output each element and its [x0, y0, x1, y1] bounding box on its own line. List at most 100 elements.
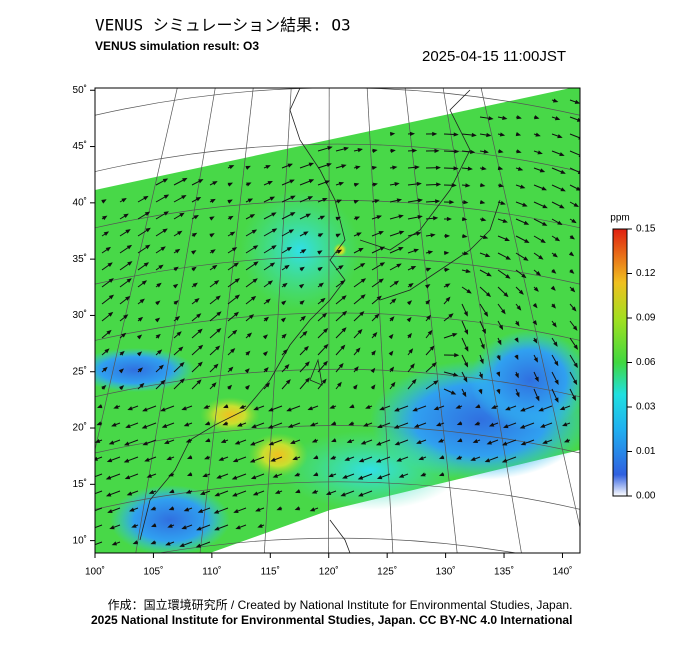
- wind-arrow-head: [239, 404, 245, 409]
- wind-arrow-head: [554, 236, 561, 242]
- colorbar-ticks: 0.00 0.01 0.03 0.06 0.09 0.12 0.15: [627, 224, 656, 502]
- wind-arrow-head: [488, 422, 495, 427]
- wind-arrow-head: [126, 278, 132, 283]
- wind-arrow-head: [362, 422, 369, 427]
- wind-arrow-head: [433, 380, 439, 385]
- wind-arrow-head: [323, 343, 329, 349]
- wind-arrow-head: [102, 215, 108, 221]
- wind-arrow-head: [228, 215, 234, 221]
- wind-arrow-head: [478, 373, 483, 380]
- wind-arrow-head: [281, 333, 287, 339]
- wind-arrow-head: [142, 407, 148, 412]
- wind-arrow-head: [535, 395, 540, 402]
- wind-arrow-head: [324, 180, 331, 185]
- wind-arrow-head: [360, 440, 367, 445]
- wind-arrow-head: [156, 282, 162, 288]
- wind-arrow-head: [375, 458, 382, 463]
- wind-arrow-head: [501, 441, 508, 446]
- wind-arrow-head: [360, 278, 367, 283]
- wind-arrow-head: [470, 149, 476, 154]
- wind-arrow-head: [173, 300, 179, 306]
- wind-arrow-head: [514, 354, 519, 361]
- wind-arrow-head: [496, 355, 501, 361]
- wind-arrow-head: [298, 283, 305, 289]
- wind-arrow-head: [504, 237, 510, 242]
- wind-arrow-head: [328, 473, 334, 478]
- wind-arrow-head: [533, 286, 539, 292]
- wind-arrow-head: [496, 388, 501, 395]
- wind-arrow-head: [519, 424, 526, 429]
- wind-arrow-head: [411, 378, 417, 384]
- wind-arrow-head: [433, 406, 439, 411]
- wind-arrow-head: [425, 284, 431, 289]
- wind-arrow-head: [307, 406, 313, 411]
- wind-arrow-head: [191, 250, 197, 255]
- wind-arrow-head: [336, 249, 343, 254]
- wind-arrow-head: [177, 230, 183, 236]
- wind-arrow-head: [262, 334, 268, 340]
- wind-arrow-head: [330, 455, 336, 460]
- wind-arrow-head: [234, 440, 241, 445]
- wind-arrow-head: [355, 347, 361, 353]
- wind-arrow-head: [271, 212, 277, 217]
- y-tick-label: 40˚: [73, 196, 87, 208]
- parallel: [95, 256, 580, 285]
- wind-arrow-head: [158, 364, 164, 370]
- wind-arrow-head: [516, 115, 522, 120]
- wind-arrow-head: [338, 362, 344, 369]
- wind-arrow-shaft: [95, 541, 103, 546]
- wind-arrow-head: [143, 262, 150, 267]
- meridian: [95, 88, 178, 452]
- wind-arrow-head: [325, 491, 332, 496]
- wind-arrow-head: [267, 424, 274, 429]
- wind-arrow-head: [505, 406, 511, 411]
- wind-arrow-head: [139, 298, 145, 304]
- wind-arrow-head: [160, 379, 166, 385]
- wind-arrow-head: [123, 314, 129, 320]
- wind-arrow-head: [462, 233, 468, 239]
- wind-arrow-head: [216, 311, 222, 317]
- wind-arrow-head: [244, 384, 250, 390]
- colorbar-tick-label: 0.12: [636, 268, 656, 279]
- wind-arrow-head: [284, 364, 290, 370]
- wind-arrow-head: [341, 310, 348, 316]
- wind-arrow-head: [356, 232, 362, 237]
- wind-arrow-head: [181, 525, 187, 530]
- wind-arrow-head: [465, 268, 471, 274]
- wind-arrow-head: [539, 423, 546, 428]
- wind-arrow-head: [467, 166, 473, 171]
- wind-arrow-head: [453, 132, 459, 137]
- wind-arrow-head: [210, 249, 216, 254]
- wind-arrow-head: [131, 523, 137, 528]
- wind-arrow-head: [485, 292, 492, 298]
- wind-arrow-head: [108, 440, 115, 445]
- x-tick-label: 110˚: [202, 566, 221, 578]
- wind-arrow-head: [463, 311, 468, 317]
- wind-arrow-head: [249, 458, 256, 463]
- wind-arrow-head: [111, 541, 118, 546]
- wind-arrow-head: [445, 233, 451, 239]
- wind-arrow-head: [212, 181, 218, 186]
- wind-arrow-head: [106, 458, 113, 463]
- wind-arrow-head: [416, 181, 422, 187]
- timestamp: 2025-04-15 11:00JST: [422, 48, 566, 65]
- parallel: [95, 88, 580, 116]
- wind-arrow-head: [179, 212, 185, 218]
- wind-arrow-head: [454, 353, 460, 358]
- wind-arrow-head: [214, 280, 220, 285]
- wind-arrow-head: [210, 198, 216, 204]
- wind-arrow-head: [109, 525, 115, 530]
- wind-arrow-head: [539, 168, 546, 173]
- wind-arrow-head: [136, 351, 143, 357]
- wind-arrow-head: [432, 131, 438, 137]
- wind-arrow-head: [448, 313, 454, 319]
- wind-arrow-head: [145, 227, 151, 233]
- wind-arrow-head: [435, 422, 442, 427]
- wind-arrow-head: [234, 278, 240, 283]
- wind-arrow-head: [186, 455, 193, 460]
- wind-arrow-head: [463, 362, 469, 368]
- wind-arrow-head: [514, 372, 519, 379]
- wind-arrow-head: [163, 194, 170, 199]
- wind-arrow-head: [144, 457, 150, 462]
- wind-arrow-head: [172, 283, 179, 289]
